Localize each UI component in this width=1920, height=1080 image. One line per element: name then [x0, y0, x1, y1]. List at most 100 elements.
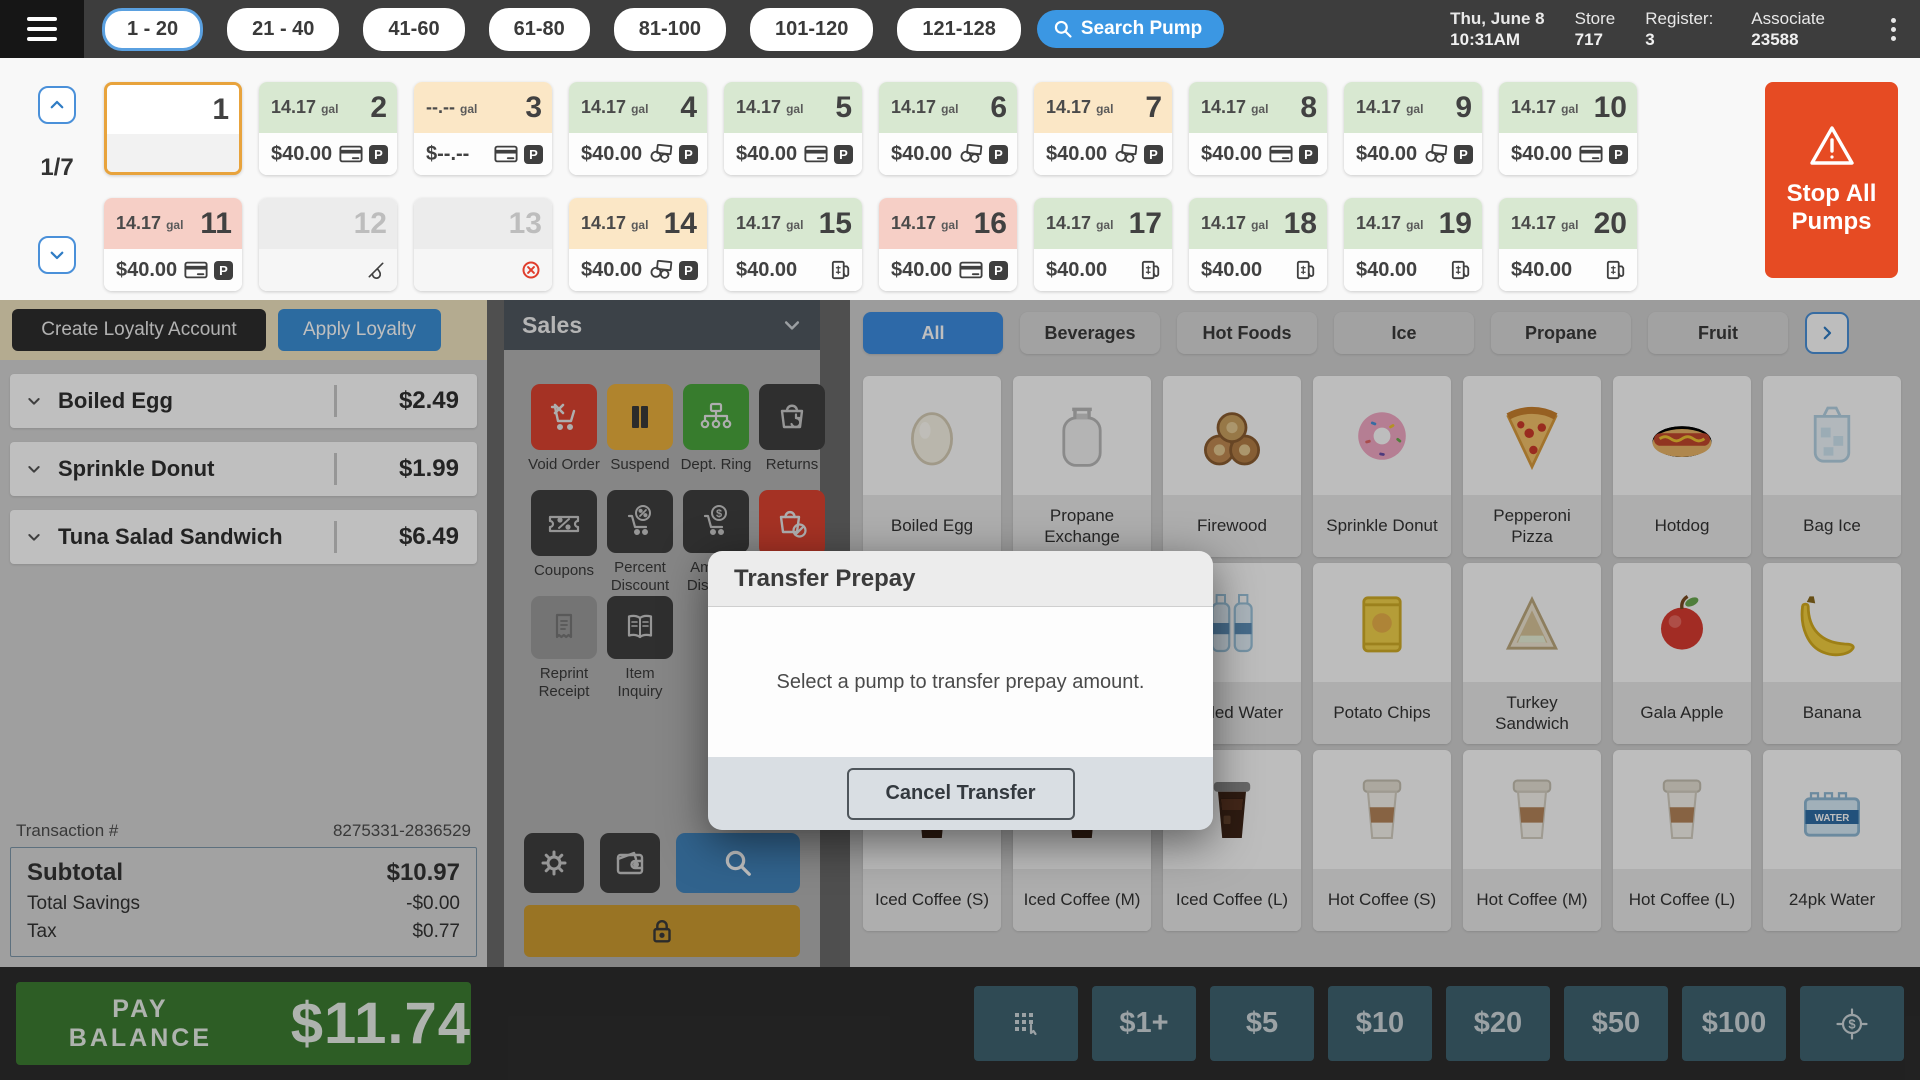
pump-tile-11[interactable]: 14.17 gal 11 $40.00 P — [104, 198, 242, 291]
amount-discount-button[interactable]: $ — [683, 490, 749, 553]
product-tile-hotdog[interactable]: Hotdog — [1613, 376, 1751, 557]
pump-number: 16 — [973, 206, 1007, 240]
suspend-button[interactable] — [607, 384, 673, 450]
item-inquiry-button[interactable] — [607, 596, 673, 659]
basket-item-row[interactable]: Tuna Salad Sandwich $6.49 — [10, 510, 477, 564]
category-tab-ice[interactable]: Ice — [1334, 312, 1474, 354]
pump-tile-10[interactable]: 14.17 gal 10 $40.00 P — [1499, 82, 1637, 175]
pump-tile-9[interactable]: 14.17 gal 9 $40.00 P — [1344, 82, 1482, 175]
cash-10-button[interactable]: $10 — [1328, 986, 1432, 1061]
pump-tile-16[interactable]: 14.17 gal 16 $40.00 P — [879, 198, 1017, 291]
search-pump-button[interactable]: Search Pump — [1036, 10, 1225, 48]
basket-item-row[interactable]: Sprinkle Donut $1.99 — [10, 442, 477, 496]
prepay-badge: P — [1454, 144, 1473, 164]
pump-tile-18[interactable]: 14.17 gal 18 $40.00 — [1189, 198, 1327, 291]
returns-button[interactable] — [759, 384, 825, 450]
pump-tile-1[interactable]: 1 — [104, 82, 242, 175]
void-item-button[interactable] — [759, 490, 825, 556]
sales-header[interactable]: Sales — [504, 300, 820, 350]
product-tile-banana[interactable]: Banana — [1763, 563, 1901, 744]
basket-item-row[interactable]: Boiled Egg $2.49 — [10, 374, 477, 428]
product-tile-propane-exchange[interactable]: Propane Exchange — [1013, 376, 1151, 557]
product-tile-24pk-water[interactable]: WATER 24pk Water — [1763, 750, 1901, 931]
pump-status-icons: P — [649, 144, 698, 164]
product-tile-potato-chips[interactable]: Potato Chips — [1313, 563, 1451, 744]
pump-range-tab[interactable]: 1 - 20 — [102, 7, 204, 51]
product-tile-pepperoni-pizza[interactable]: Pepperoni Pizza — [1463, 376, 1601, 557]
prepay-badge: P — [989, 260, 1008, 280]
pump-tile-20[interactable]: 14.17 gal 20 $40.00 — [1499, 198, 1637, 291]
pump-tile-14[interactable]: 14.17 gal 14 $40.00 P — [569, 198, 707, 291]
category-tab-fruit[interactable]: Fruit — [1648, 312, 1788, 354]
search-pump-label: Search Pump — [1080, 18, 1203, 39]
category-next-button[interactable] — [1805, 312, 1849, 354]
product-tile-firewood[interactable]: Firewood — [1163, 376, 1301, 557]
wallet-button[interactable] — [600, 833, 660, 893]
pump-tile-6[interactable]: 14.17 gal 6 $40.00 P — [879, 82, 1017, 175]
product-tile-iced-coffee-l-[interactable]: Iced Coffee (L) — [1163, 750, 1301, 931]
product-tile-hot-coffee-m-[interactable]: Hot Coffee (M) — [1463, 750, 1601, 931]
category-tab-hot-foods[interactable]: Hot Foods — [1177, 312, 1317, 354]
settings-button[interactable] — [524, 833, 584, 893]
sales-action: Percent Discount — [602, 490, 678, 596]
pump-tile-4[interactable]: 14.17 gal 4 $40.00 P — [569, 82, 707, 175]
pump-range-tab[interactable]: 21 - 40 — [227, 7, 340, 51]
void-order-button[interactable] — [531, 384, 597, 450]
product-tile-boiled-egg[interactable]: Boiled Egg — [863, 376, 1001, 557]
product-tile-hot-coffee-l-[interactable]: Hot Coffee (L) — [1613, 750, 1751, 931]
product-tile-hot-coffee-s-[interactable]: Hot Coffee (S) — [1313, 750, 1451, 931]
search-icon — [1053, 19, 1073, 39]
reprint-receipt-button[interactable] — [531, 596, 597, 659]
exact-amount-button[interactable]: $ — [1800, 986, 1904, 1061]
pump-tile-17[interactable]: 14.17 gal 17 $40.00 — [1034, 198, 1172, 291]
pay-balance-button[interactable]: PAY BALANCE $11.74 — [16, 982, 471, 1065]
cash-50-button[interactable]: $50 — [1564, 986, 1668, 1061]
pump-tile-top: 14.17 gal 15 — [724, 198, 862, 249]
pump-tile-2[interactable]: 14.17 gal 2 $40.00 P — [259, 82, 397, 175]
pump-range-tab[interactable]: 61-80 — [488, 7, 590, 51]
pump-tile-13[interactable]: 13 — [414, 198, 552, 291]
pump-tile-3[interactable]: --.-- gal 3 $--.-- P — [414, 82, 552, 175]
product-tile-sprinkle-donut[interactable]: Sprinkle Donut — [1313, 376, 1451, 557]
pump-tile-8[interactable]: 14.17 gal 8 $40.00 P — [1189, 82, 1327, 175]
create-loyalty-account-button[interactable]: Create Loyalty Account — [12, 309, 266, 351]
item-search-button[interactable] — [676, 833, 800, 893]
category-tab-propane[interactable]: Propane — [1491, 312, 1631, 354]
pump-tile-19[interactable]: 14.17 gal 19 $40.00 — [1344, 198, 1482, 291]
stop-all-pumps-button[interactable]: Stop All Pumps — [1765, 82, 1898, 278]
apply-loyalty-button[interactable]: Apply Loyalty — [278, 309, 441, 351]
wallet-icon — [614, 847, 646, 879]
product-tile-turkey-sandwich[interactable]: Turkey Sandwich — [1463, 563, 1601, 744]
pump-tile-12[interactable]: 12 — [259, 198, 397, 291]
category-tab-beverages[interactable]: Beverages — [1020, 312, 1160, 354]
pump-number: 6 — [990, 90, 1007, 124]
percent-discount-button[interactable] — [607, 490, 673, 553]
pump-prepay-amount: $40.00 — [891, 142, 953, 165]
pump-range-tab[interactable]: 121-128 — [897, 7, 1021, 51]
dept-ring-button[interactable] — [683, 384, 749, 450]
custom-amount-button[interactable] — [974, 986, 1078, 1061]
product-name: Turkey Sandwich — [1463, 682, 1601, 744]
cancel-transfer-button[interactable]: Cancel Transfer — [846, 767, 1075, 820]
pump-tile-15[interactable]: 14.17 gal 15 $40.00 — [724, 198, 862, 291]
cash-5-button[interactable]: $5 — [1210, 986, 1314, 1061]
pump-range-tab[interactable]: 81-100 — [613, 7, 727, 51]
cash-20-button[interactable]: $20 — [1446, 986, 1550, 1061]
coupons-button[interactable] — [531, 490, 597, 556]
cash-100-button[interactable]: $100 — [1682, 986, 1786, 1061]
fuel-icon — [829, 260, 853, 280]
pump-page-down-button[interactable] — [38, 236, 76, 274]
lock-register-button[interactable] — [524, 905, 800, 957]
pump-tile-bottom: $40.00 P — [259, 133, 397, 175]
pump-range-tab[interactable]: 41-60 — [363, 7, 465, 51]
product-tile-bag-ice[interactable]: Bag Ice — [1763, 376, 1901, 557]
hamburger-menu-icon[interactable] — [0, 0, 84, 58]
pump-range-tab[interactable]: 101-120 — [750, 7, 874, 51]
category-tab-all[interactable]: All — [863, 312, 1003, 354]
product-tile-gala-apple[interactable]: Gala Apple — [1613, 563, 1751, 744]
cash-1+-button[interactable]: $1+ — [1092, 986, 1196, 1061]
overflow-menu-icon[interactable] — [1885, 14, 1902, 45]
pump-tile-5[interactable]: 14.17 gal 5 $40.00 P — [724, 82, 862, 175]
pump-tile-7[interactable]: 14.17 gal 7 $40.00 P — [1034, 82, 1172, 175]
pump-page-up-button[interactable] — [38, 86, 76, 124]
